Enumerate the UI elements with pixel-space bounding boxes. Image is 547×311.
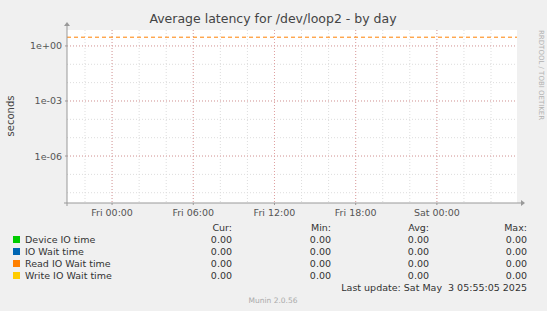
marks bbox=[67, 37, 517, 38]
tick-label: 1e-06 bbox=[35, 151, 62, 162]
legend-label: IO Wait time bbox=[25, 246, 84, 257]
minor-grid bbox=[67, 137, 517, 138]
grid-line bbox=[67, 100, 517, 101]
legend-value: 0.00 bbox=[408, 234, 429, 245]
minor-grid bbox=[67, 64, 517, 65]
grid-line bbox=[274, 30, 275, 203]
y-label: seconds bbox=[5, 96, 16, 137]
legend-value: 0.00 bbox=[408, 270, 429, 281]
legend-value: 0.00 bbox=[408, 246, 429, 257]
legend-swatch bbox=[13, 272, 20, 279]
minor-grid bbox=[139, 30, 140, 203]
axis-arrow bbox=[64, 22, 70, 26]
minor-grid bbox=[85, 30, 86, 203]
minor-grid bbox=[409, 30, 410, 203]
legend-value: 0.00 bbox=[310, 246, 331, 257]
minor-grid bbox=[274, 30, 275, 203]
tick-label: Fri 06:00 bbox=[172, 207, 214, 218]
minor-grid bbox=[436, 30, 437, 203]
minor-grid bbox=[67, 156, 517, 157]
plot-area bbox=[67, 30, 517, 203]
legend-value: 0.00 bbox=[211, 270, 232, 281]
minor-grid bbox=[67, 174, 517, 175]
legend-header: Cur: bbox=[212, 222, 232, 233]
legend-swatch bbox=[13, 248, 20, 255]
tick-label: Fri 00:00 bbox=[91, 207, 133, 218]
y-axis bbox=[67, 26, 68, 206]
tick-label: 1e-03 bbox=[35, 95, 62, 106]
legend-value: 0.00 bbox=[211, 246, 232, 257]
minor-grid bbox=[67, 45, 517, 46]
legend-label: Device IO time bbox=[25, 234, 95, 245]
last-update: Last update: Sat May 3 05:55:05 2025 bbox=[341, 282, 527, 293]
minor-grid bbox=[355, 30, 356, 203]
x-axis bbox=[64, 203, 521, 204]
grid-line bbox=[112, 30, 113, 203]
grid-line bbox=[67, 156, 517, 157]
minor-grid bbox=[166, 30, 167, 203]
warning-line bbox=[67, 37, 517, 38]
minor-grid bbox=[491, 30, 492, 203]
minor-grid bbox=[247, 30, 248, 203]
minor-grid bbox=[220, 30, 221, 203]
minor-grid bbox=[301, 30, 302, 203]
watermark: RRDTOOL / TOBI OETIKER bbox=[537, 30, 545, 120]
title: Average latency for /dev/loop2 - by day bbox=[149, 11, 397, 26]
legend-value: 0.00 bbox=[506, 234, 527, 245]
legend-value: 0.00 bbox=[506, 246, 527, 257]
minor-grid bbox=[193, 30, 194, 203]
chart: Average latency for /dev/loop2 - by day s… bbox=[0, 0, 547, 311]
legend-value: 0.00 bbox=[211, 258, 232, 269]
legend-label: Read IO Wait time bbox=[25, 258, 111, 269]
grid-line bbox=[193, 30, 194, 203]
legend-value: 0.00 bbox=[211, 234, 232, 245]
legend-header: Avg: bbox=[408, 222, 429, 233]
legend-value: 0.00 bbox=[408, 258, 429, 269]
grid-line bbox=[67, 45, 517, 46]
legend-value: 0.00 bbox=[506, 258, 527, 269]
legend-swatch bbox=[13, 260, 20, 267]
minor-grid bbox=[112, 30, 113, 203]
background bbox=[0, 0, 547, 311]
legend-label: Write IO Wait time bbox=[25, 270, 112, 281]
minor-grid bbox=[67, 119, 517, 120]
legend-swatch bbox=[13, 236, 20, 243]
legend-value: 0.00 bbox=[310, 258, 331, 269]
grid-line bbox=[436, 30, 437, 203]
tick-label: 1e+00 bbox=[30, 40, 62, 51]
minor-grid bbox=[463, 30, 464, 203]
legend-value: 0.00 bbox=[506, 270, 527, 281]
footer: Munin 2.0.56 bbox=[248, 296, 297, 305]
minor-grid bbox=[67, 192, 517, 193]
legend-header: Max: bbox=[504, 222, 527, 233]
tick-label: Sat 00:00 bbox=[414, 207, 460, 218]
minor-grid bbox=[328, 30, 329, 203]
minor-grid bbox=[67, 100, 517, 101]
legend-value: 0.00 bbox=[310, 270, 331, 281]
legend-value: 0.00 bbox=[310, 234, 331, 245]
minor-grid bbox=[382, 30, 383, 203]
minor-grid bbox=[67, 82, 517, 83]
legend-header: Min: bbox=[311, 222, 331, 233]
axis-arrow bbox=[521, 200, 525, 206]
grid-line bbox=[355, 30, 356, 203]
tick-label: Fri 12:00 bbox=[254, 207, 296, 218]
tick-label: Fri 18:00 bbox=[335, 207, 377, 218]
